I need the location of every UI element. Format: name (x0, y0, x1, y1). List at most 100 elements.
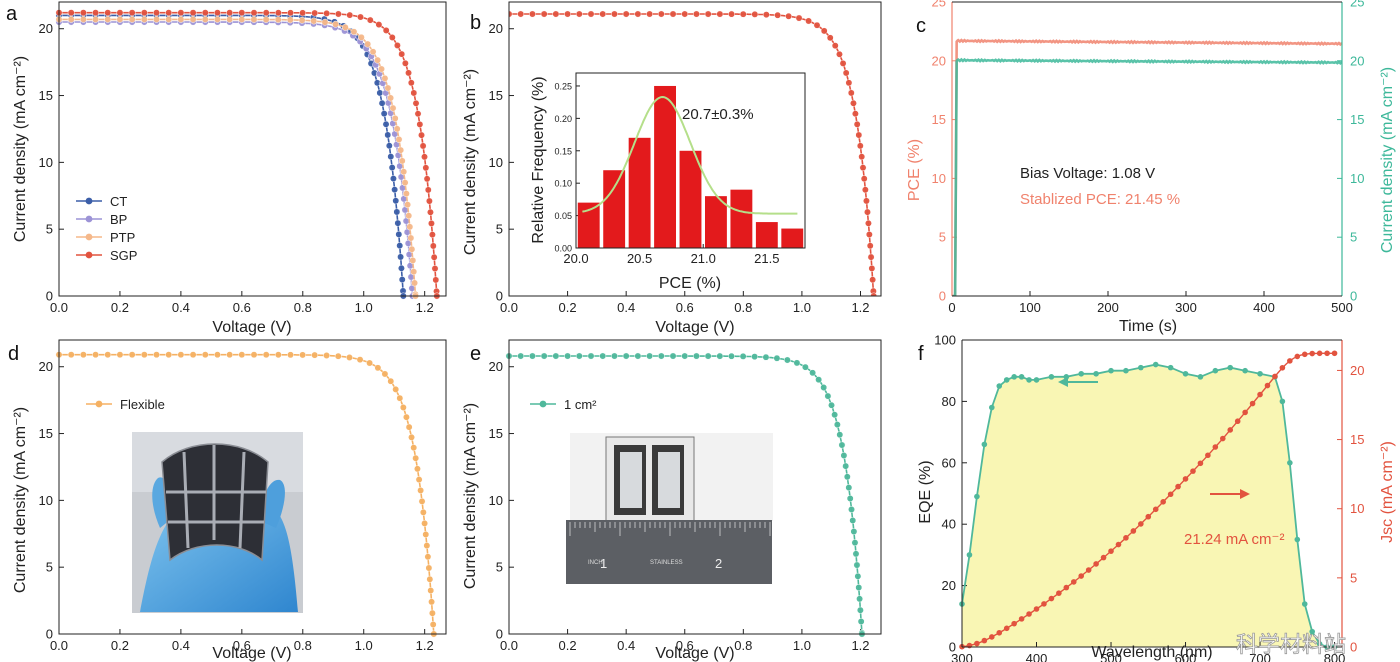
e-series-0-point-48 (855, 584, 863, 592)
eqe-axis-arrow (1058, 377, 1098, 387)
c-ytick-label-4: 20 (932, 53, 946, 68)
e-series-0-point-20 (739, 352, 747, 360)
d-legend-label-0: Flexible (120, 397, 165, 412)
a-ytick-label-0: 0 (46, 289, 53, 304)
d-xtick-label-3: 0.6 (233, 638, 251, 653)
inset-bars (577, 85, 804, 249)
ruler-two-text: 2 (715, 556, 722, 571)
a-series-0-point-41 (391, 186, 399, 194)
b-series-0-point-5 (564, 10, 572, 18)
a-legend-marker-3 (85, 251, 93, 259)
e-series-0-point-17 (704, 352, 712, 360)
d-series-0-point-22 (323, 352, 331, 359)
a-series-3-point-52 (432, 276, 440, 284)
f-jsc-point-64 (1197, 460, 1204, 467)
inset-bar-6 (730, 189, 753, 248)
inset-ytick-label-0: 0.00 (554, 244, 572, 254)
f-eqe-point-16 (1123, 367, 1129, 374)
b-series-0-point-41 (858, 153, 866, 161)
f-xtick-label-4: 700 (1249, 651, 1271, 662)
d-series-0-point-21 (311, 351, 319, 359)
panel-d-frame (58, 339, 447, 635)
b-series-0-point-48 (865, 231, 873, 238)
panel-a-legend: CT BP PTP SGP (76, 194, 137, 263)
b-series-0-point-47 (864, 219, 872, 227)
a-series-3-point-45 (425, 197, 433, 205)
d-series-0-point-50 (428, 598, 436, 606)
a-series-2-point-33 (387, 94, 395, 102)
f-jsc-point-76 (1242, 409, 1248, 416)
d-ytick-label-2: 10 (39, 493, 53, 508)
panel-d-legend: Flexible (86, 397, 165, 412)
a-series-3-point-35 (410, 89, 418, 97)
a-series-2-point-8 (153, 15, 160, 23)
d-series-0-point-13 (214, 351, 221, 359)
e-series-0-point-40 (846, 495, 854, 502)
b-series-0-point-49 (866, 242, 874, 250)
d-series-0-point-4 (104, 351, 112, 359)
e-series-0-point-11 (634, 352, 642, 360)
f-jsc-point-58 (1175, 483, 1181, 490)
e-series-0-point-28 (815, 376, 823, 384)
panel-e-ylabel: Current density (mA cm⁻²) (462, 403, 479, 589)
a-ytick-label-4: 20 (39, 21, 53, 36)
e-series-0-point-15 (681, 352, 689, 360)
f-jsc-point-92 (1301, 351, 1308, 358)
f-jsc-point-46 (1130, 528, 1137, 534)
d-series-0-point-44 (422, 531, 430, 538)
inset-fit-curve (582, 95, 798, 215)
panel-d-ylabel: Current density (mA cm⁻²) (12, 407, 29, 593)
f-eqe-point-4 (989, 404, 995, 411)
panel-f-y-axis-right: 0 5 10 15 20 (1337, 363, 1364, 655)
c-ytick-label-0: 0 (939, 289, 946, 304)
f-jsc-point-52 (1152, 506, 1159, 513)
e-xtick-label-4: 0.8 (734, 638, 752, 653)
f-ytick-label-0: 0 (949, 640, 956, 655)
c-xtick-label-2: 200 (1097, 300, 1119, 315)
b-series-0-point-15 (681, 10, 689, 18)
f-eqe-point-29 (1294, 536, 1301, 543)
d-series-0-point-15 (238, 351, 246, 359)
e-series-0-point-1 (517, 352, 525, 360)
c-ytick-right-label-5: 25 (1350, 0, 1364, 10)
d-series-0-point-48 (426, 575, 434, 583)
a-series-0-point-38 (387, 153, 395, 161)
f-eqe-point-17 (1138, 364, 1144, 371)
c-ytick-label-3: 15 (932, 112, 946, 127)
b-ytick-label-0: 0 (496, 289, 503, 304)
d-series-0-point-20 (299, 351, 307, 359)
b-xtick-label-6: 1.2 (851, 300, 869, 315)
a-legend-label-1: BP (110, 212, 127, 227)
a-series-2-point-43 (404, 201, 412, 209)
d-series-0-point-42 (419, 508, 427, 516)
a-series-3-point-33 (405, 69, 412, 77)
c-ytick-right-label-2: 10 (1350, 171, 1364, 186)
b-series-0-point-20 (739, 10, 747, 18)
a-series-3-point-8 (153, 9, 160, 17)
panel-b-ylabel: Current density (mA cm⁻²) (462, 69, 479, 255)
f-jsc-point-68 (1212, 444, 1219, 450)
b-series-0-point-30 (831, 42, 839, 50)
a-series-3-point-34 (407, 79, 415, 87)
b-series-0-point-44 (861, 186, 869, 194)
a-series-2-point-44 (405, 212, 413, 220)
panel-d-y-axis: 0 5 10 15 20 (39, 359, 64, 642)
f-eqe-point-19 (1167, 364, 1174, 371)
c-ytick-label-5: 25 (932, 0, 946, 10)
c-ytick-label-2: 10 (932, 171, 946, 186)
inset-xtick-label-1: 20.5 (627, 251, 652, 266)
e-series-0-point-8 (599, 352, 607, 360)
f-ytick-label-4: 80 (942, 394, 956, 409)
f-eqe-fill (962, 364, 1335, 647)
inset-bar-5 (705, 196, 727, 248)
panel-c-ylabel-right: Current density (mA cm⁻²) (1379, 67, 1396, 253)
f-eqe-point-13 (1078, 370, 1085, 377)
f-jsc-point-28 (1063, 584, 1070, 591)
a-series-2-point-48 (409, 256, 417, 264)
e-series-0-point-9 (610, 352, 618, 360)
panel-d-xlabel: Voltage (V) (212, 645, 291, 662)
f-xtick-label-1: 400 (1026, 651, 1048, 662)
c-xtick-label-0: 0 (948, 300, 955, 315)
f-ytick-right-label-4: 20 (1350, 363, 1364, 378)
a-series-2-point-40 (400, 168, 408, 176)
